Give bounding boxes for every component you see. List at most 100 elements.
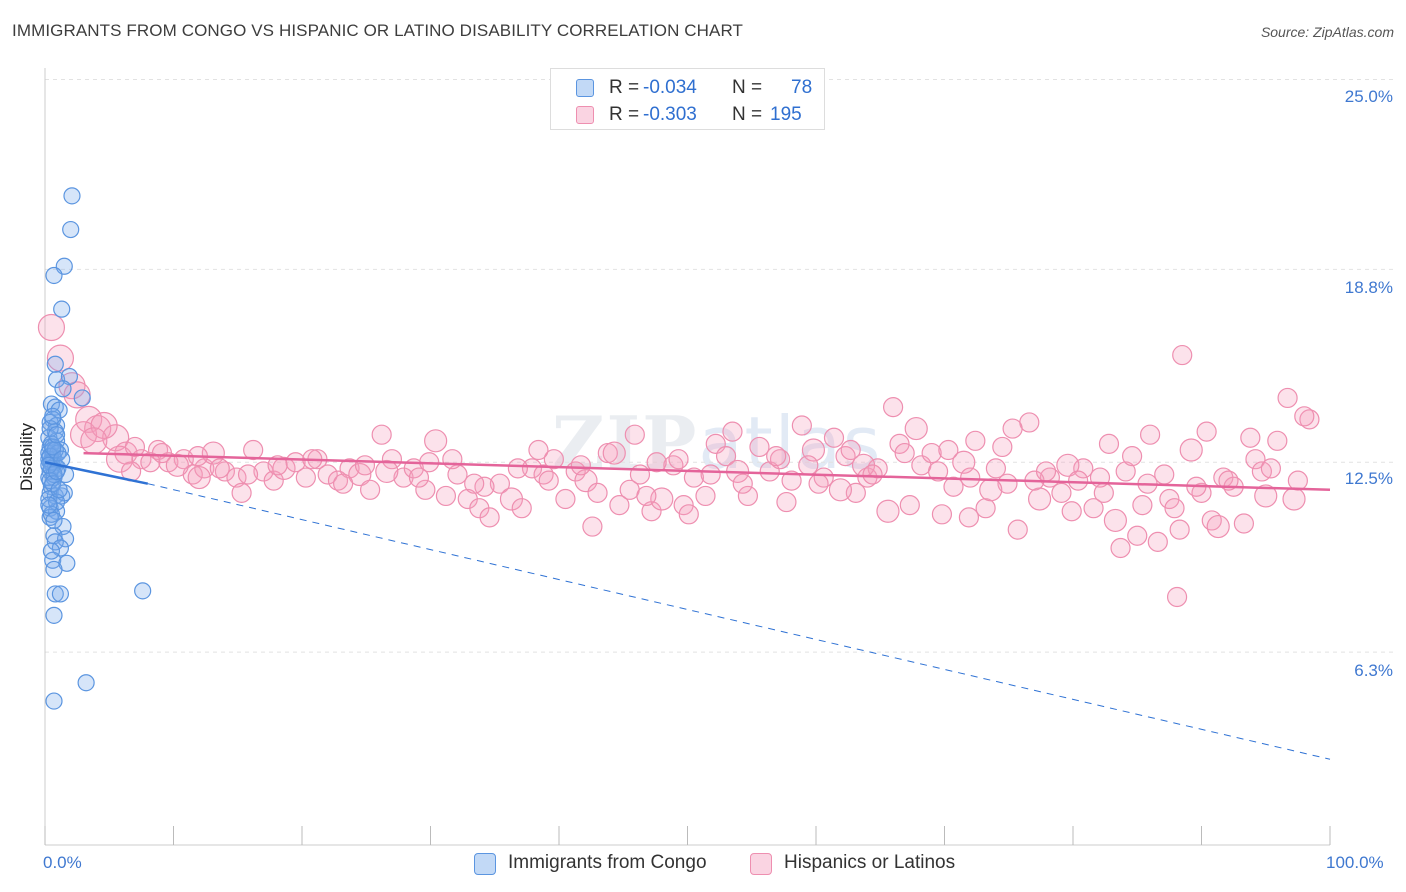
hispanic-point	[1110, 537, 1131, 559]
hispanic-point	[695, 485, 716, 507]
congo-point	[63, 187, 81, 205]
hispanic-point	[938, 439, 959, 461]
hispanic-point	[507, 458, 528, 479]
hispanic-point	[700, 464, 721, 485]
congo-point	[53, 300, 71, 318]
hispanic-point	[1267, 430, 1288, 451]
hispanic-point	[58, 372, 86, 400]
congo-point	[51, 539, 70, 557]
congo-point	[45, 692, 63, 710]
n-value: 195	[770, 104, 802, 125]
hispanic-point	[828, 478, 853, 502]
hispanic-point	[749, 436, 770, 458]
hispanic-point	[1245, 449, 1266, 470]
chart-title: IMMIGRANTS FROM CONGO VS HISPANIC OR LAT…	[12, 21, 744, 40]
hispanic-point	[1196, 421, 1217, 442]
y-tick-label: 12.5%	[1344, 469, 1393, 488]
hispanic-trend-line	[83, 451, 1331, 492]
congo-trend-extension	[147, 483, 1331, 760]
hispanic-point	[927, 461, 949, 482]
hispanic-point	[479, 507, 500, 528]
hispanic-point	[646, 452, 667, 473]
source-credit: Source: ZipAtlas.com	[1260, 24, 1394, 40]
x-tick-label: 0.0%	[43, 853, 82, 872]
hispanic-point	[1035, 461, 1057, 482]
hispanic-point	[1277, 387, 1298, 409]
congo-swatch	[474, 853, 496, 875]
hispanic-point	[791, 415, 812, 436]
congo-point	[54, 380, 72, 398]
y-tick-label: 6.3%	[1354, 661, 1393, 680]
hispanic-point	[435, 485, 457, 507]
hispanic-point	[1206, 514, 1230, 539]
hispanic-point	[295, 467, 316, 488]
hispanic-point	[1282, 487, 1306, 511]
hispanic-point	[808, 473, 829, 494]
correlation-legend: R = -0.034 N = 78 R = -0.303 N = 195	[550, 68, 825, 130]
hispanic-point	[165, 453, 189, 477]
hispanic-swatch	[576, 106, 594, 124]
hispanic-point	[587, 482, 608, 503]
hispanic-point	[1098, 433, 1120, 454]
congo-point	[42, 542, 61, 560]
hispanic-point	[1027, 487, 1052, 511]
hispanic-point	[624, 424, 645, 445]
hispanic-point	[1164, 498, 1185, 519]
hispanic-point	[1056, 453, 1080, 477]
x-tick-label: 100.0%	[1326, 853, 1384, 872]
hispanic-point	[975, 498, 996, 519]
hispanic-point	[360, 479, 381, 500]
hispanic-point	[985, 458, 1007, 479]
hispanic-point	[899, 495, 920, 516]
r-value: -0.034	[643, 77, 697, 98]
hispanic-point	[766, 446, 787, 467]
hispanic-point	[943, 476, 964, 497]
hispanic-point	[979, 478, 1003, 502]
hispanic-point	[333, 473, 354, 494]
congo-point	[44, 407, 62, 425]
congo-point	[45, 560, 63, 579]
hispanic-point	[415, 479, 436, 500]
congo-point	[56, 530, 75, 548]
hispanic-point	[668, 449, 689, 470]
hispanic-point	[1218, 470, 1239, 491]
r-value: -0.303	[643, 104, 697, 125]
congo-point	[47, 370, 66, 389]
hispanic-point	[1294, 406, 1315, 427]
hispanic-point	[722, 421, 743, 442]
hispanic-point	[1240, 427, 1261, 448]
hispanic-point	[1051, 482, 1072, 503]
hispanic-point	[1287, 470, 1308, 491]
hispanic-point	[1127, 525, 1148, 546]
hispanic-point	[683, 467, 705, 488]
congo-point	[134, 582, 152, 600]
hispanic-point	[629, 464, 651, 485]
hispanic-point	[543, 449, 564, 470]
hispanic-point	[889, 433, 910, 454]
hispanic-point	[992, 436, 1013, 458]
hispanic-point	[882, 397, 904, 418]
legend-label: Immigrants from Congo	[508, 852, 707, 873]
congo-point	[46, 585, 64, 603]
hispanic-point	[1132, 495, 1153, 516]
hispanic-point	[124, 436, 146, 458]
congo-point	[45, 511, 63, 530]
hispanic-point	[960, 467, 981, 488]
gridlines	[45, 79, 1393, 653]
hispanic-point	[570, 455, 591, 476]
n-value: 78	[791, 77, 813, 98]
hispanic-point	[1179, 438, 1203, 462]
hispanic-point	[737, 485, 758, 507]
congo-point	[47, 426, 66, 444]
hispanic-point	[1007, 519, 1028, 540]
hispanic-point	[894, 442, 915, 464]
hispanic-point	[1115, 461, 1136, 482]
hispanic-point	[650, 487, 674, 511]
hispanic-point	[37, 313, 66, 342]
hispanic-point	[823, 427, 845, 448]
hispanic-point	[464, 473, 485, 494]
hispanic-point	[769, 449, 791, 470]
hispanic-point	[904, 416, 928, 441]
hispanic-point	[1002, 418, 1023, 439]
